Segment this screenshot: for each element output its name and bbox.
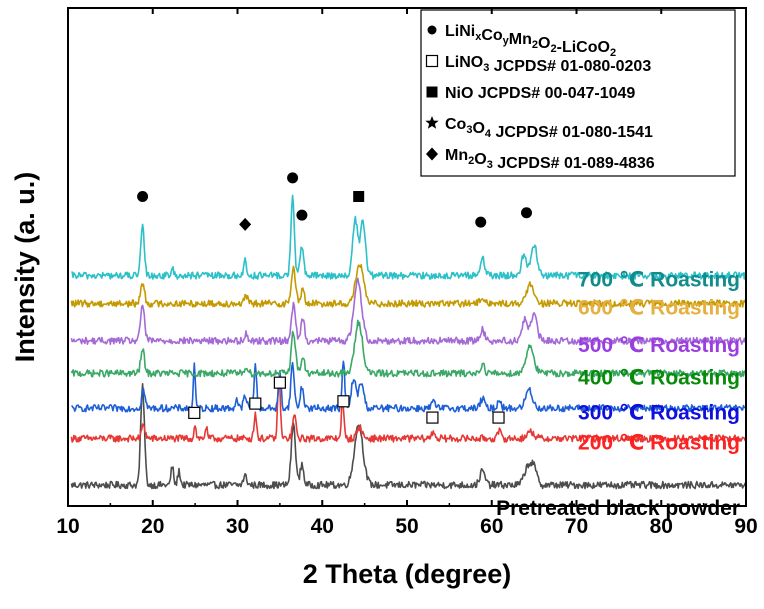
series-line-3 (70, 319, 746, 378)
x-tick-label: 90 (734, 515, 757, 538)
open-square-phase-marker (249, 397, 262, 410)
legend-item-3: Co3O4 JCPDS# 01-080-1541 (425, 116, 653, 141)
series-line-1 (70, 378, 746, 443)
series-label-1: 200 ℃ Roasting (578, 432, 740, 455)
open-square-phase-marker (492, 411, 505, 424)
series-label-6: 700 ℃ Roasting (578, 269, 740, 292)
x-tick-label: 50 (395, 515, 418, 538)
legend-item-4: Mn2O3 JCPDS# 01-089-4836 (426, 147, 655, 172)
legend-label: NiO JCPDS# 00-047-1049 (445, 85, 635, 102)
x-tick-label: 40 (311, 515, 334, 538)
legend-label: LiNixCoyMn2O2-LiCoO2 (445, 23, 616, 59)
series-line-6 (71, 194, 746, 280)
x-tick-label: 10 (56, 515, 79, 538)
open-square-phase-marker (426, 411, 439, 424)
series-label-2: 300 ℃ Roasting (578, 401, 740, 424)
x-tick-label: 60 (480, 515, 503, 538)
circle-phase-marker (296, 209, 308, 221)
circle-phase-marker (475, 216, 487, 228)
legend-item-2: NiO JCPDS# 00-047-1049 (426, 85, 635, 102)
legend-label: LiNO3 JCPDS# 01-080-0203 (445, 54, 651, 75)
circle-phase-marker (137, 190, 149, 202)
x-tick-label: 30 (226, 515, 249, 538)
star-legend-icon (425, 116, 439, 129)
series-line-4 (70, 277, 746, 346)
circle-phase-marker (520, 207, 532, 219)
legend-label: Co3O4 JCPDS# 01-080-1541 (445, 116, 653, 141)
x-axis-title: 2 Theta (degree) (303, 559, 512, 589)
legend-item-1: LiNO3 JCPDS# 01-080-0203 (425, 54, 651, 75)
circle-legend-icon (427, 25, 437, 35)
diamond-phase-marker (239, 217, 252, 231)
legend-item-0: LiNixCoyMn2O2-LiCoO2 (427, 23, 616, 59)
legend-box (420, 9, 736, 177)
filled-square-legend-icon (426, 86, 438, 98)
circle-phase-marker (287, 172, 299, 184)
series-line-0 (70, 382, 746, 490)
series-label-4: 500 ℃ Roasting (578, 334, 740, 357)
series-label-5: 600 ℃ Roasting (578, 297, 740, 320)
open-square-phase-marker (188, 406, 201, 420)
y-axis-title: Intensity (a. u.) (10, 172, 40, 363)
open-square-phase-marker (273, 376, 286, 389)
legend-label: Mn2O3 JCPDS# 01-089-4836 (445, 147, 655, 172)
x-tick-label: 80 (650, 515, 673, 538)
series-label-0: Pretreated black powder (496, 497, 740, 520)
x-tick-label: 70 (565, 515, 588, 538)
open-square-phase-marker (337, 395, 350, 408)
series-line-5 (70, 263, 746, 308)
filled-square-phase-marker (353, 190, 365, 202)
open-square-legend-icon (425, 54, 439, 68)
x-tick-label: 20 (141, 515, 164, 538)
series-line-2 (71, 360, 746, 413)
diamond-legend-icon (426, 147, 438, 161)
series-label-3: 400 ℃ Roasting (578, 366, 740, 389)
